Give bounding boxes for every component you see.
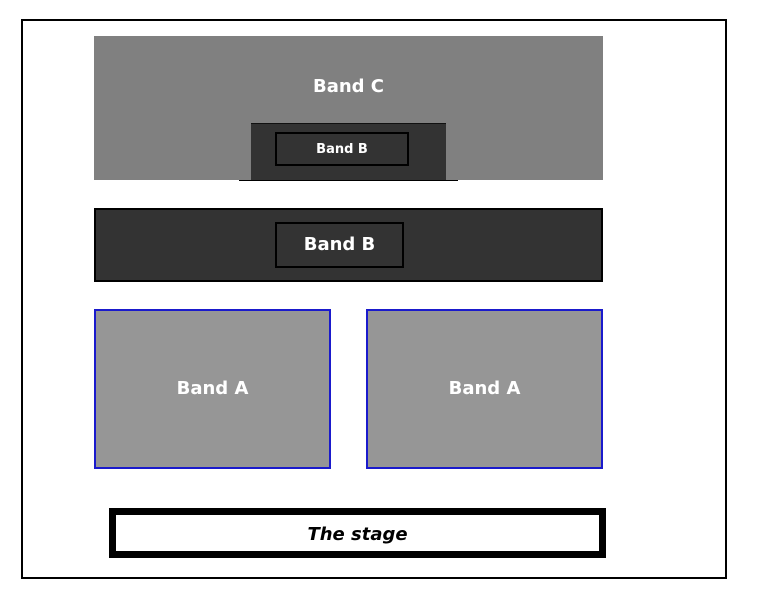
band-a-left-label: Band A (176, 378, 249, 399)
band-b-area (94, 208, 603, 282)
band-c-label: Band C (312, 76, 385, 97)
band-b-box: Band B (275, 222, 404, 268)
band-b-small-box: Band B (275, 132, 409, 166)
band-b-small-baseline (239, 180, 458, 181)
band-a-right-area: Band A (366, 309, 603, 469)
stage-area: The stage (109, 508, 606, 558)
band-b-small-label: Band B (316, 142, 368, 157)
band-a-left-area: Band A (94, 309, 331, 469)
band-a-right-label: Band A (448, 378, 521, 399)
band-b-label: Band B (303, 234, 376, 255)
stage-label: The stage (307, 524, 408, 545)
